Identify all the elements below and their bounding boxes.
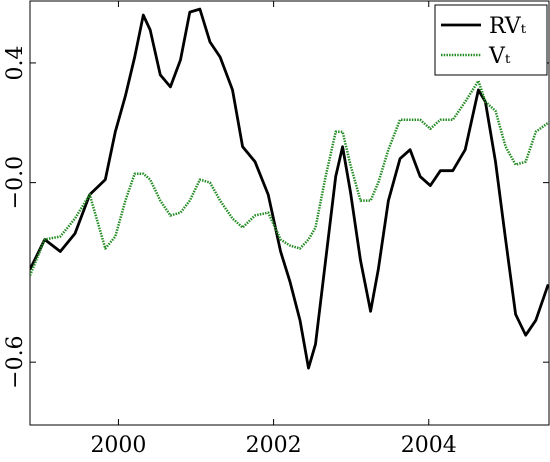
x-tick-label: 2000: [90, 433, 146, 458]
plot-frame: [29, 0, 550, 426]
legend-label: RVₜ: [489, 14, 527, 39]
y-tick-label: 0.4: [3, 45, 28, 80]
y-tick-label: −0.6: [3, 335, 28, 388]
x-tick-label: 2002: [246, 433, 302, 458]
series-line: [30, 79, 549, 276]
x-tick-label: 2004: [401, 433, 457, 458]
legend-box: [434, 4, 548, 76]
legend-label: Vₜ: [488, 44, 511, 69]
series-line: [30, 7, 549, 370]
y-tick-label: −0.0: [3, 156, 28, 209]
